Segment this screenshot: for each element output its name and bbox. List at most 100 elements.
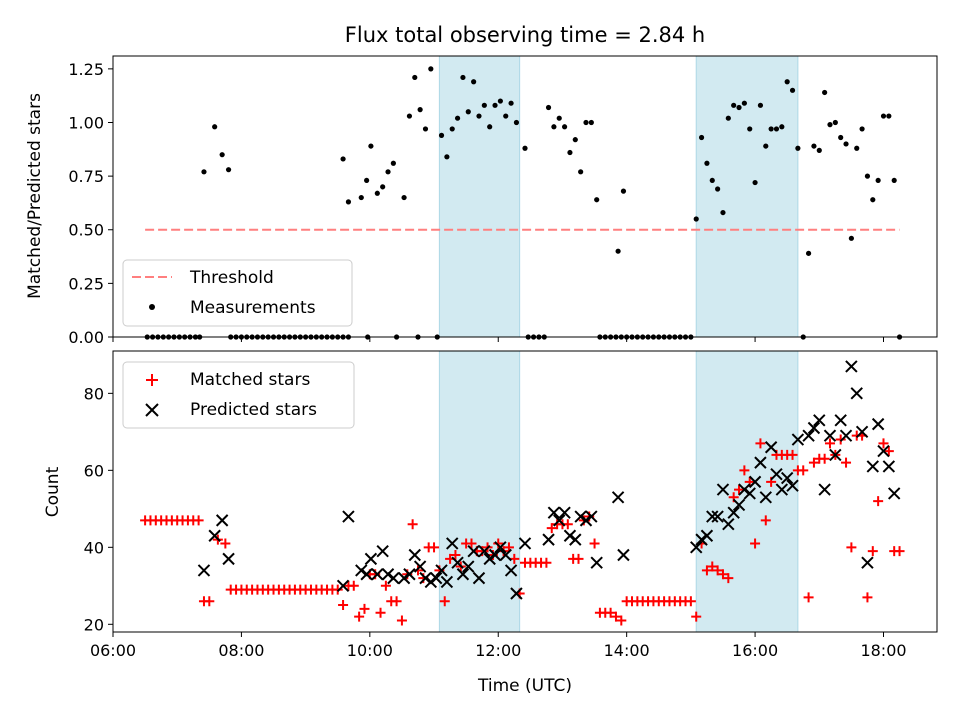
measurement-point	[345, 199, 352, 205]
predicted-star-point	[494, 541, 507, 554]
predicted-star-point	[871, 417, 885, 431]
measurement-point	[487, 124, 493, 130]
measurement-point	[843, 141, 849, 147]
x-tick-label: 18:00	[860, 641, 906, 660]
predicted-star-point	[754, 456, 767, 469]
predicted-star-point	[403, 568, 416, 581]
predicted-star-point	[791, 433, 805, 446]
predicted-star-point	[695, 533, 708, 546]
y-tick-label: 1.25	[68, 60, 104, 79]
legend-measurements-swatch	[149, 304, 155, 310]
predicted-star-point	[770, 467, 783, 481]
matched-star-point	[867, 546, 878, 557]
measurement-point	[368, 143, 374, 149]
measurement-point	[720, 209, 726, 216]
matched-star-point	[354, 611, 365, 622]
bottom-axes-frame	[112, 350, 938, 633]
measurement-point	[374, 190, 380, 196]
legend-measurements-label: Measurements	[190, 298, 316, 318]
matched-star-point	[787, 449, 798, 460]
matched-star-point	[375, 607, 386, 618]
matched-star-point	[717, 569, 728, 580]
predicted-star-point	[440, 575, 454, 589]
measurement-point	[768, 126, 774, 132]
x-tick-label: 08:00	[218, 641, 264, 660]
predicted-star-point	[451, 556, 464, 569]
measurement-point	[698, 134, 705, 141]
predicted-star-point	[861, 556, 874, 569]
matched-star-point	[541, 557, 552, 568]
measurement-point	[556, 115, 562, 121]
predicted-star-point	[700, 529, 714, 542]
predicted-star-point	[706, 510, 719, 523]
predicted-star-point	[786, 479, 799, 492]
measurement-point	[481, 102, 487, 108]
measurement-point	[561, 124, 568, 130]
matched-star-point	[755, 438, 766, 449]
measurement-point	[870, 197, 876, 203]
measurement-point	[854, 145, 860, 151]
predicted-star-point	[336, 579, 350, 593]
measurement-point	[471, 79, 477, 85]
measurement-point	[773, 126, 780, 132]
matched-star-point	[824, 438, 835, 449]
measurement-point	[449, 126, 455, 132]
predicted-star-point	[611, 491, 625, 504]
predicted-star-point	[727, 506, 740, 519]
measurement-point	[886, 113, 892, 119]
matched-star-point	[466, 538, 477, 549]
predicted-star-point	[553, 514, 566, 527]
bottom-legend-box	[122, 361, 355, 429]
predicted-star-point	[488, 548, 502, 562]
measurement-point	[358, 194, 364, 201]
measurement-point	[503, 113, 509, 119]
predicted-star-point	[807, 421, 821, 435]
predicted-star-point	[585, 510, 598, 523]
legend-predicted-label: Predicted stars	[190, 400, 317, 420]
bottom-x-ticks: 06:00 08:00 10:00 12:00 14:00 16:00 18:00	[90, 632, 907, 660]
matched-star-point	[707, 561, 718, 572]
top-y-axis-label: Matched/Predicted stars	[25, 93, 45, 299]
matched-star-point	[878, 438, 889, 449]
predicted-star-point	[387, 571, 400, 585]
measurement-point	[390, 160, 396, 166]
x-tick-label: 14:00	[604, 641, 650, 660]
y-tick-label: 0.25	[68, 274, 104, 293]
predicted-star-point	[818, 483, 831, 496]
measurement-point	[731, 102, 737, 108]
matched-star-point	[819, 453, 830, 464]
y-tick-label: 80	[84, 384, 104, 403]
x-tick-label: 16:00	[732, 641, 778, 660]
measurement-point	[848, 235, 854, 241]
predicted-star-point	[208, 529, 221, 542]
y-tick-label: 1.00	[68, 113, 104, 132]
predicted-star-point	[215, 514, 229, 527]
measurement-point	[522, 145, 528, 151]
measurement-point	[864, 173, 871, 179]
measurement-point	[763, 143, 769, 149]
predicted-star-point	[499, 548, 512, 562]
measurement-point	[417, 107, 423, 113]
measurement-point	[567, 149, 573, 156]
top-y-ticks: 0.00 0.25 0.50 0.75 1.00 1.25	[68, 60, 113, 347]
measurement-point	[492, 102, 498, 108]
predicted-star-point	[381, 568, 395, 581]
y-tick-label: 40	[84, 538, 104, 557]
measurement-point	[578, 169, 584, 175]
matched-star-point	[380, 580, 391, 591]
matched-star-point	[348, 580, 359, 591]
predicted-star-point	[877, 444, 890, 458]
measurement-point	[340, 156, 346, 162]
predicted-star-point	[574, 510, 587, 523]
legend-matched-swatch	[146, 374, 158, 386]
predicted-star-point	[413, 560, 427, 573]
top-axes: 0.00 0.25 0.50 0.75 1.00 1.25 Flux total obse…	[25, 23, 938, 347]
measurement-point	[741, 100, 747, 106]
measurement-point	[513, 119, 520, 126]
bottom-y-axis-label: Count	[43, 466, 63, 517]
measurement-point	[212, 124, 218, 130]
matched-star-point	[391, 596, 402, 607]
measurement-point	[406, 113, 413, 119]
matched-star-point	[750, 538, 761, 549]
